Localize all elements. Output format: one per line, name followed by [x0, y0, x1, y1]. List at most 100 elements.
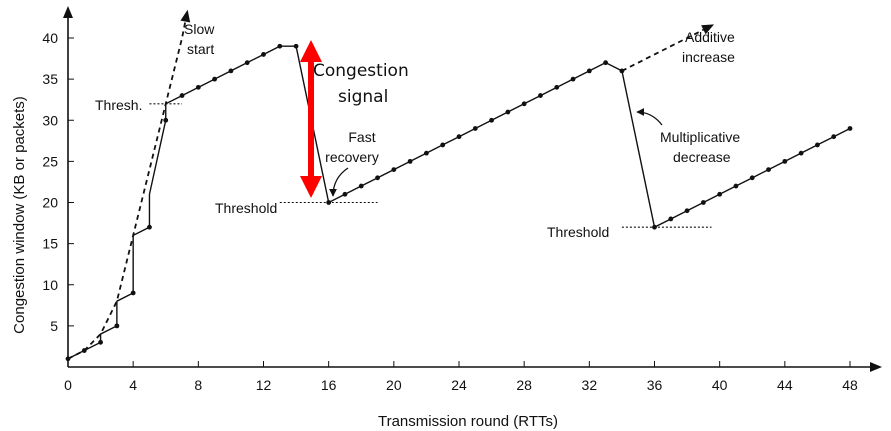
- congestion-signal-line1: Congestion: [313, 61, 409, 81]
- data-point: [375, 175, 380, 181]
- data-point: [733, 183, 739, 189]
- data-point: [179, 93, 185, 98]
- data-point: [98, 339, 103, 345]
- data-point: [798, 150, 804, 156]
- data-point: [766, 167, 771, 173]
- data-point: [244, 60, 250, 66]
- congestion-signal-arrow: [300, 40, 322, 198]
- data-point: [391, 167, 397, 173]
- data-point: [195, 84, 201, 90]
- data-point: [342, 191, 348, 197]
- data-point: [489, 117, 494, 123]
- fast-recovery-pointer: [329, 167, 349, 197]
- y-axis-arrow: [63, 6, 73, 18]
- data-point: [717, 191, 723, 197]
- annotation-congestion-signal: Congestion signal: [300, 40, 409, 198]
- data-point: [815, 142, 820, 148]
- dashed-line: [621, 28, 704, 72]
- x-tick-label: 32: [582, 377, 598, 393]
- data-point: [293, 43, 299, 49]
- annotation-slow-start-line1: Slow: [184, 21, 215, 37]
- data-point: [130, 290, 136, 296]
- x-tick-label: 36: [647, 377, 663, 393]
- annotation-additive-increase: Additive increase: [682, 29, 735, 65]
- x-tick-label: 48: [842, 377, 858, 393]
- data-point: [163, 117, 169, 123]
- y-tick-label: 5: [50, 318, 58, 334]
- data-point: [586, 68, 592, 74]
- data-point: [831, 134, 837, 140]
- y-tick-label: 15: [42, 236, 58, 252]
- annotation-fast-line2: recovery: [325, 149, 379, 165]
- data-point: [147, 224, 152, 230]
- x-tick-label: 20: [386, 377, 402, 393]
- data-point: [228, 68, 234, 74]
- dashed-arrowhead: [180, 9, 191, 23]
- x-axis-arrow: [870, 362, 882, 372]
- data-point: [684, 208, 690, 214]
- annotation-slow-start-line2: start: [187, 41, 214, 57]
- x-axis-title: Transmission round (RTTs): [378, 413, 558, 430]
- data-point: [326, 200, 332, 205]
- annotation-multiplicative-decrease: Multiplicative decrease: [636, 108, 740, 165]
- threshold-label-3: Threshold: [547, 224, 609, 240]
- x-ticks: 0 4 8 12 16 20 24 28 32 36 40 44 48: [64, 361, 858, 393]
- data-point: [652, 224, 657, 230]
- x-tick-label: 0: [64, 377, 72, 393]
- mult-decrease-pointer: [636, 108, 663, 126]
- x-tick-label: 16: [321, 377, 337, 393]
- data-point: [261, 52, 266, 57]
- x-tick-label: 4: [129, 377, 137, 393]
- data-point: [668, 216, 674, 222]
- threshold-label-2: Threshold: [215, 200, 277, 216]
- x-tick-label: 24: [451, 377, 467, 393]
- data-point: [554, 84, 560, 90]
- data-point: [358, 183, 364, 189]
- annotation-fast-line1: Fast: [348, 129, 375, 145]
- data-point: [700, 200, 706, 205]
- data-point: [114, 323, 120, 329]
- data-point: [407, 158, 413, 164]
- threshold-label-1: Thresh.: [95, 97, 142, 113]
- data-point: [440, 142, 446, 148]
- dashed-line: [67, 21, 187, 360]
- annotation-additive-line2: increase: [682, 49, 735, 65]
- data-point: [570, 76, 576, 82]
- y-tick-label: 35: [42, 71, 58, 87]
- annotation-additive-line1: Additive: [685, 29, 735, 45]
- data-point: [847, 126, 853, 131]
- data-point: [277, 43, 283, 49]
- y-tick-label: 30: [42, 112, 58, 128]
- x-tick-label: 12: [256, 377, 272, 393]
- data-point: [424, 150, 429, 156]
- annotation-fast-recovery: Fast recovery: [325, 129, 379, 197]
- y-ticks: 5 10 15 20 25 30 35 40: [42, 30, 74, 334]
- data-point: [538, 93, 543, 98]
- data-point: [619, 68, 625, 74]
- congestion-signal-line2: signal: [338, 87, 388, 107]
- y-tick-label: 40: [42, 30, 58, 46]
- data-point: [749, 175, 755, 181]
- main-series: [65, 43, 853, 362]
- annotation-mult-line1: Multiplicative: [660, 129, 740, 145]
- data-point: [782, 158, 788, 164]
- data-point: [81, 348, 87, 353]
- dashed-arrowhead: [701, 24, 715, 35]
- annotation-mult-line2: decrease: [673, 149, 731, 165]
- data-point: [603, 60, 609, 66]
- main-line: [67, 45, 851, 360]
- x-tick-label: 40: [712, 377, 728, 393]
- y-axis-title: Congestion window (KB or packets): [11, 96, 28, 334]
- y-tick-label: 10: [42, 277, 58, 293]
- data-point: [456, 134, 462, 140]
- data-point: [472, 126, 478, 131]
- y-tick-label: 25: [42, 153, 58, 169]
- data-point: [212, 76, 218, 82]
- x-tick-label: 8: [194, 377, 202, 393]
- y-tick-label: 20: [42, 195, 58, 211]
- x-tick-label: 44: [777, 377, 793, 393]
- data-point: [505, 109, 511, 115]
- data-point: [521, 101, 527, 107]
- data-point: [65, 356, 71, 362]
